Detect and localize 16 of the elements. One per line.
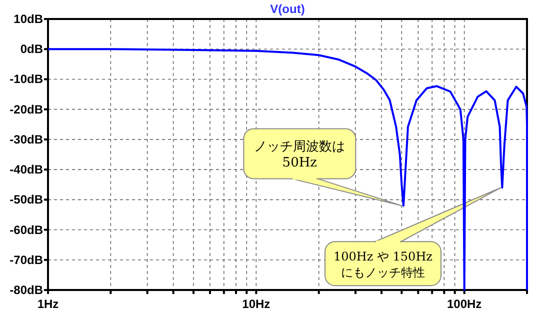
y-tick-label: -40dB [10, 162, 44, 177]
x-tick-label: 1Hz [37, 297, 59, 311]
y-tick-label: -80dB [10, 283, 44, 297]
y-tick-label: 0dB [20, 42, 44, 56]
y-tick-label: -50dB [10, 192, 44, 207]
annotation: 100Hz や 150Hz にもノッチ特性 [333, 250, 432, 280]
y-tick-label: -30dB [10, 132, 44, 146]
annotation: ノッチ周波数は 50Hz [254, 140, 346, 171]
y-tick-label: -10dB [10, 72, 44, 86]
x-tick-label: 100Hz [446, 297, 482, 311]
x-tick-label: 10Hz [242, 297, 270, 311]
y-tick-label: 10dB [14, 12, 44, 26]
chart-title: V(out) [270, 2, 305, 16]
y-tick-label: -70dB [10, 252, 44, 267]
y-tick-label: -60dB [10, 222, 44, 237]
y-tick-label: -20dB [10, 102, 44, 116]
